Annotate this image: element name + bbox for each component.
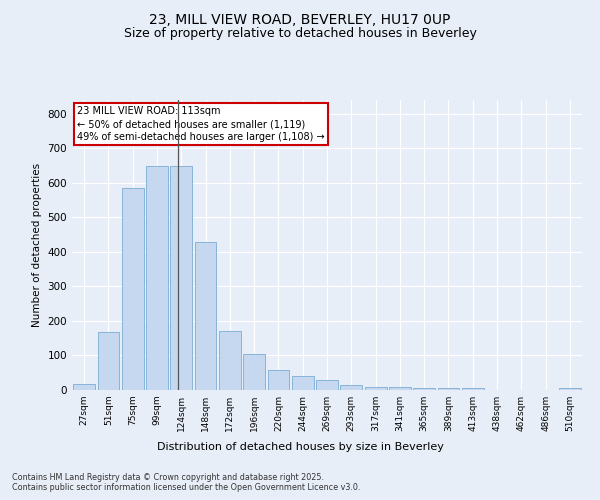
Y-axis label: Number of detached properties: Number of detached properties [32,163,42,327]
Bar [122,188,143,390]
Text: 23, MILL VIEW ROAD, BEVERLEY, HU17 0UP: 23, MILL VIEW ROAD, BEVERLEY, HU17 0UP [149,12,451,26]
Bar [559,388,581,390]
Bar [462,388,484,390]
Bar [389,387,411,390]
Bar [437,388,460,390]
Bar [170,166,192,390]
Text: Distribution of detached houses by size in Beverley: Distribution of detached houses by size … [157,442,443,452]
Bar [292,376,314,390]
Bar [316,380,338,390]
Bar [194,242,217,390]
Bar [268,370,289,390]
Text: Contains HM Land Registry data © Crown copyright and database right 2025.
Contai: Contains HM Land Registry data © Crown c… [12,473,361,492]
Bar [73,384,95,390]
Bar [219,330,241,390]
Bar [413,388,435,390]
Bar [365,386,386,390]
Bar [243,354,265,390]
Bar [340,385,362,390]
Bar [97,332,119,390]
Bar [146,166,168,390]
Text: Size of property relative to detached houses in Beverley: Size of property relative to detached ho… [124,28,476,40]
Text: 23 MILL VIEW ROAD: 113sqm
← 50% of detached houses are smaller (1,119)
49% of se: 23 MILL VIEW ROAD: 113sqm ← 50% of detac… [77,106,325,142]
